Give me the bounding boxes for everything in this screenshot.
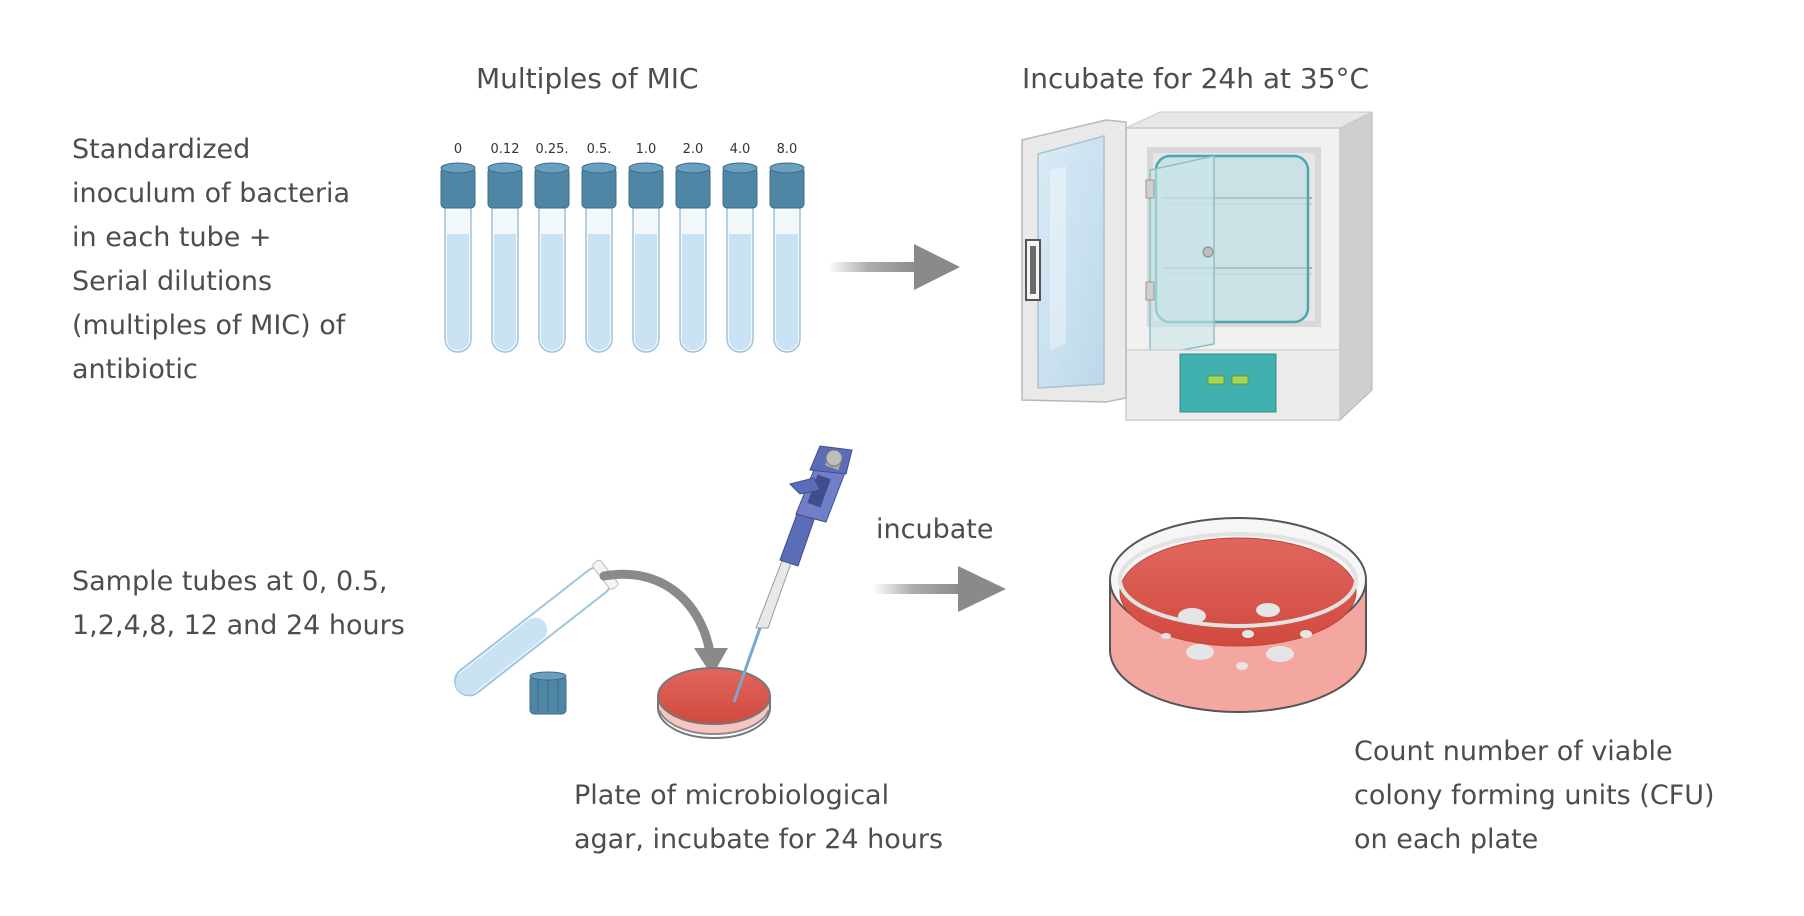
inoculum-line: inoculum of bacteria <box>72 178 351 209</box>
tube-cap <box>722 167 758 209</box>
tube-cap <box>769 167 805 209</box>
tube-cap-top <box>722 162 758 174</box>
tube-liquid <box>541 234 563 350</box>
cfu-caption-line: Count number of viable <box>1354 736 1673 767</box>
tube-liquid <box>776 234 798 350</box>
tube-cap-top <box>628 162 664 174</box>
sample-line: 1,2,4,8, 12 and 24 hours <box>72 610 405 641</box>
inoculum-line: in each tube + <box>72 222 272 253</box>
tube-cap-top <box>487 162 523 174</box>
inoculum-line: (multiples of MIC) of <box>72 310 346 341</box>
tube-label: 0.25. <box>535 142 568 157</box>
tube-cap-top <box>440 162 476 174</box>
plate-caption-line: agar, incubate for 24 hours <box>574 824 944 855</box>
inoculum-line: antibiotic <box>72 354 198 385</box>
plate-caption: Plate of microbiological agar, incubate … <box>574 774 943 862</box>
tube-cap-top <box>581 162 617 174</box>
pipette-icon <box>732 445 853 703</box>
tube-cap <box>487 167 523 209</box>
mic-tube: 8.0 <box>769 142 805 353</box>
tube-liquid <box>447 234 469 350</box>
tube-rack: 0 0.12 0.25. 0.5. 1.0 2.0 4.0 8.0 <box>440 142 805 353</box>
tube-cap <box>534 167 570 209</box>
inoculum-description: Standardized inoculum of bacteria in eac… <box>72 128 350 392</box>
transfer-arrow-icon <box>599 569 728 676</box>
tube-cap <box>440 167 476 209</box>
sample-description: Sample tubes at 0, 0.5, 1,2,4,8, 12 and … <box>72 560 405 648</box>
tube-cap <box>628 167 664 209</box>
tube-cap-top <box>769 162 805 174</box>
tube-label: 0 <box>454 142 462 157</box>
colony-group <box>1161 603 1312 670</box>
tube-cap <box>675 167 711 209</box>
tube-liquid <box>588 234 610 350</box>
incubate-title: Incubate for 24h at 35°C <box>1022 62 1370 95</box>
mic-tube: 0.5. <box>581 142 617 353</box>
tube-label: 1.0 <box>636 142 657 157</box>
arrow-to-incubator-icon <box>828 244 960 290</box>
tube-liquid <box>682 234 704 350</box>
tube-label: 8.0 <box>777 142 798 157</box>
mic-title: Multiples of MIC <box>476 62 699 95</box>
tube-cap-top <box>675 162 711 174</box>
cfu-caption-line: on each plate <box>1354 824 1539 855</box>
cfu-caption-line: colony forming units (CFU) <box>1354 780 1715 811</box>
sample-line: Sample tubes at 0, 0.5, <box>72 566 388 597</box>
mic-tube: 0.25. <box>534 142 570 353</box>
mic-tube: 2.0 <box>675 142 711 353</box>
small-petri-dish-icon <box>657 667 771 739</box>
mic-tube: 0.12 <box>487 142 523 353</box>
cfu-caption: Count number of viable colony forming un… <box>1354 730 1715 862</box>
tube-cap <box>581 167 617 209</box>
tube-liquid <box>729 234 751 350</box>
inoculum-line: Standardized <box>72 134 251 165</box>
arrow-to-result-icon <box>872 566 1006 612</box>
tube-cap-top <box>534 162 570 174</box>
tube-liquid <box>494 234 516 350</box>
mic-tube: 4.0 <box>722 142 758 353</box>
tube-label: 0.5. <box>587 142 612 157</box>
mic-tube: 1.0 <box>628 142 664 353</box>
tube-label: 4.0 <box>730 142 751 157</box>
arrow-incubate-label: incubate <box>876 514 994 545</box>
tube-cap-icon <box>529 671 567 715</box>
tube-label: 0.12 <box>491 142 520 157</box>
plate-caption-line: Plate of microbiological <box>574 780 890 811</box>
tube-label: 2.0 <box>683 142 704 157</box>
large-petri-dish-icon <box>1109 517 1367 713</box>
mic-tube: 0 <box>440 142 476 353</box>
inoculum-line: Serial dilutions <box>72 266 273 297</box>
tube-liquid <box>635 234 657 350</box>
incubator-icon <box>1021 111 1373 422</box>
